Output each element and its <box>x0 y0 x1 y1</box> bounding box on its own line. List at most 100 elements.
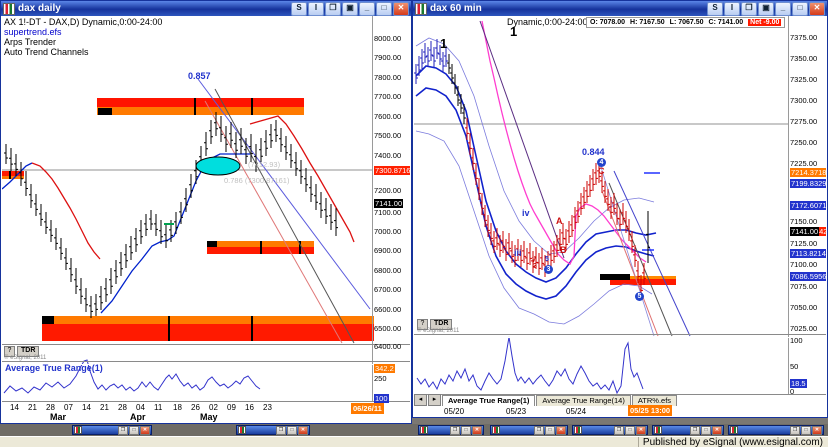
interval-button[interactable]: I <box>308 1 324 16</box>
new-window-button[interactable]: ▣ <box>758 1 774 16</box>
close-button[interactable]: ✕ <box>472 425 482 435</box>
close-button[interactable]: ✕ <box>140 425 150 435</box>
maximize-button[interactable]: □ <box>625 425 635 435</box>
price-axis-label: 8000.00 <box>374 34 402 43</box>
minimize-button[interactable]: _ <box>359 1 375 16</box>
close-button[interactable]: ✕ <box>712 425 722 435</box>
maximize-button[interactable]: □ <box>701 425 711 435</box>
close-button[interactable]: ✕ <box>636 425 646 435</box>
symbol-button[interactable]: S <box>291 1 307 16</box>
minimize-button[interactable]: _ <box>775 1 791 16</box>
price-axis-label: 6500.00 <box>374 324 402 333</box>
tdr-button[interactable]: TDR <box>430 319 453 330</box>
minimized-window[interactable]: ❐ □ ✕ <box>72 425 152 435</box>
retracement-label-lower: 0.786 (7300.87161) <box>224 176 290 185</box>
price-axis-label: 7275.00 <box>790 117 818 126</box>
price-axis-label: 7150.00 <box>790 217 818 226</box>
tab-scroll-right-button[interactable]: ▸ <box>428 394 441 406</box>
price-axis-label: 7900.00 <box>374 53 402 62</box>
price-axis-label: 6700.00 <box>374 285 402 294</box>
date-axis-label: 14 <box>82 403 91 412</box>
status-bar: Published by eSignal (www.esignal.com) <box>0 436 828 447</box>
date-axis-label: 05/20 <box>444 407 465 416</box>
date-axis-label: 11 <box>154 403 163 412</box>
pane-separator[interactable] <box>2 361 410 365</box>
pane-separator[interactable] <box>414 334 826 338</box>
wave-annotation: y <box>532 256 536 263</box>
window-dax-60min[interactable]: dax 60 min S I ❐ ▣ _ □ ✕ Dynamic,0:00-24… <box>412 0 828 418</box>
symbol-button[interactable]: S <box>707 1 723 16</box>
price-axis-label: 7400.00 <box>374 151 402 160</box>
chart-window-icon <box>415 2 427 15</box>
restore-button[interactable]: ❐ <box>534 425 544 435</box>
window-dax-daily[interactable]: dax daily S I ❐ ▣ _ □ ✕ AX 1!-DT - DAX,D… <box>0 0 412 424</box>
maximize-button[interactable]: □ <box>792 1 808 16</box>
study-auto-trend-channels[interactable]: Auto Trend Channels <box>4 47 89 57</box>
minimized-window[interactable]: ❐ □ ✕ <box>652 425 724 435</box>
close-button[interactable]: ✕ <box>393 1 409 16</box>
restore-button[interactable]: ❐ <box>790 425 800 435</box>
close-button[interactable]: ✕ <box>556 425 566 435</box>
help-button[interactable]: ? <box>417 319 428 330</box>
restore-button[interactable]: ❐ <box>614 425 624 435</box>
maximize-button[interactable]: □ <box>545 425 555 435</box>
minimized-window[interactable]: ❐ □ ✕ <box>490 425 568 435</box>
chart-description: Dynamic,0:00-24:00 <box>507 17 588 27</box>
price-axis-label: 7141.00429 <box>790 227 826 236</box>
restore-button[interactable]: ❐ <box>450 425 460 435</box>
help-button[interactable]: ? <box>4 346 15 357</box>
minimized-window[interactable]: ❐ □ ✕ <box>572 425 648 435</box>
cascade-button[interactable]: ❐ <box>741 1 757 16</box>
price-axis-label: 100 <box>790 336 803 345</box>
study-tabs: ◂ ▸ Average True Range(1) Average True R… <box>414 394 826 406</box>
interval-button[interactable]: I <box>724 1 740 16</box>
study-arps-trender[interactable]: Arps Trender <box>4 37 57 47</box>
hourly-chart-canvas <box>414 20 788 395</box>
tdr-button[interactable]: TDR <box>17 346 40 357</box>
maximize-button[interactable]: □ <box>129 425 139 435</box>
price-axis-label: 7086.59562 <box>790 272 826 281</box>
price-axis-label: 6600.00 <box>374 305 402 314</box>
price-axis-label: 7100.00 <box>790 260 818 269</box>
minimized-window[interactable]: ❐ □ ✕ <box>728 425 824 435</box>
date-axis-label: 07 <box>64 403 73 412</box>
price-axis-label: 7800.00 <box>374 73 402 82</box>
titlebar[interactable]: dax 60 min S I ❐ ▣ _ □ ✕ <box>413 1 827 16</box>
wave-annotation: C <box>598 166 605 176</box>
maximize-button[interactable]: □ <box>461 425 471 435</box>
minimized-windows-strip: ❐ □ ✕ ❐ □ ✕ ❐ □ ✕ ❐ □ ✕ ❐ □ ✕ ❐ □ ✕ ❐ □ ✕ <box>0 424 828 436</box>
daily-chart-client[interactable]: AX 1!-DT - DAX,D) Dynamic,0:00-24:00 sup… <box>2 16 410 422</box>
minimized-window[interactable]: ❐ □ ✕ <box>418 425 484 435</box>
price-axis-label: 18.5 <box>790 379 807 388</box>
maximize-button[interactable]: □ <box>801 425 811 435</box>
restore-button[interactable]: ❐ <box>690 425 700 435</box>
tab-average-true-range-1[interactable]: Average True Range(1) <box>442 395 536 406</box>
wave-annotation: 3 <box>533 263 537 270</box>
price-axis-label: 7214.3718 <box>790 168 826 177</box>
study-supertrend[interactable]: supertrend.efs <box>4 27 62 37</box>
restore-button[interactable]: ❐ <box>276 425 286 435</box>
wave-annotation: 1 <box>440 36 448 51</box>
tab-atr-percent-efs[interactable]: ATR%.efs <box>631 395 678 406</box>
wave-annotation: B <box>560 245 567 255</box>
copyright-text: © eSignal, 2011 <box>417 328 460 334</box>
minimized-window[interactable]: ❐ □ ✕ <box>236 425 310 435</box>
maximize-button[interactable]: □ <box>376 1 392 16</box>
titlebar[interactable]: dax daily S I ❐ ▣ _ □ ✕ <box>1 1 411 16</box>
maximize-button[interactable]: □ <box>287 425 297 435</box>
new-window-button[interactable]: ▣ <box>342 1 358 16</box>
tab-scroll-left-button[interactable]: ◂ <box>414 394 427 406</box>
cascade-button[interactable]: ❐ <box>325 1 341 16</box>
hourly-chart-client[interactable]: Dynamic,0:00-24:00 O: 7078.00 H: 7167.50 L… <box>414 16 826 416</box>
wave-annotation: 4 <box>597 158 606 167</box>
price-axis-label: 7113.82143 <box>790 249 826 258</box>
price-axis-label: 7075.00 <box>790 282 818 291</box>
restore-button[interactable]: ❐ <box>118 425 128 435</box>
chart-header: Dynamic,0:00-24:00 <box>507 17 588 27</box>
price-axis-label: 7250.00 <box>790 138 818 147</box>
close-button[interactable]: ✕ <box>812 425 822 435</box>
tab-average-true-range-14[interactable]: Average True Range(14) <box>536 395 631 406</box>
close-button[interactable]: ✕ <box>298 425 308 435</box>
close-button[interactable]: ✕ <box>809 1 825 16</box>
